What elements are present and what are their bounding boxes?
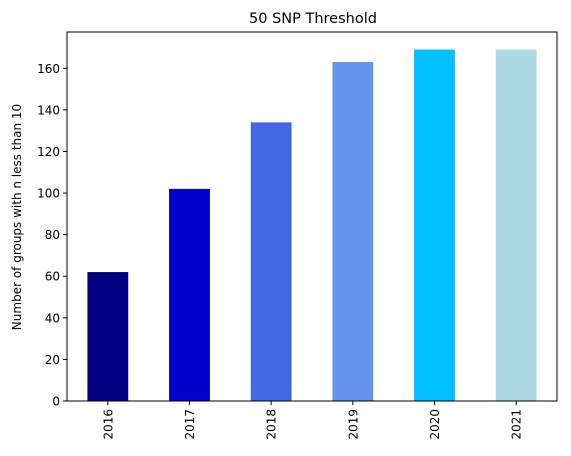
- x-tick-label: 2020: [428, 409, 442, 440]
- x-tick-label: 2017: [183, 409, 197, 440]
- y-tick-label: 160: [37, 62, 60, 76]
- x-tick-label: 2016: [101, 409, 115, 440]
- bar-2016: [87, 272, 129, 401]
- y-tick-label: 40: [45, 311, 60, 325]
- y-tick-label: 140: [37, 103, 60, 117]
- plot-area: 0 20 40 60 80 100 120 140 160 2016 2017 2018 2019 202…: [37, 31, 558, 440]
- bar-2018: [250, 122, 292, 401]
- x-tick-label: 2019: [346, 409, 360, 440]
- bar-2021: [495, 49, 537, 401]
- y-tick-label: 100: [37, 187, 60, 201]
- y-tick-label: 20: [45, 353, 60, 367]
- bar-2019: [332, 62, 374, 402]
- bar-2020: [414, 49, 455, 401]
- chart-title: 50 SNP Threshold: [249, 11, 377, 27]
- x-tick-label: 2021: [510, 409, 524, 440]
- y-tick-label: 80: [45, 228, 60, 242]
- y-axis-label: Number of groups with n less than 10: [10, 104, 24, 330]
- bar-2017: [169, 188, 210, 401]
- y-tick-label: 0: [52, 395, 60, 409]
- plot-frame: [66, 31, 558, 402]
- y-tick-label: 60: [45, 270, 60, 284]
- x-tick-label: 2018: [265, 409, 279, 440]
- y-tick-label: 120: [37, 145, 60, 159]
